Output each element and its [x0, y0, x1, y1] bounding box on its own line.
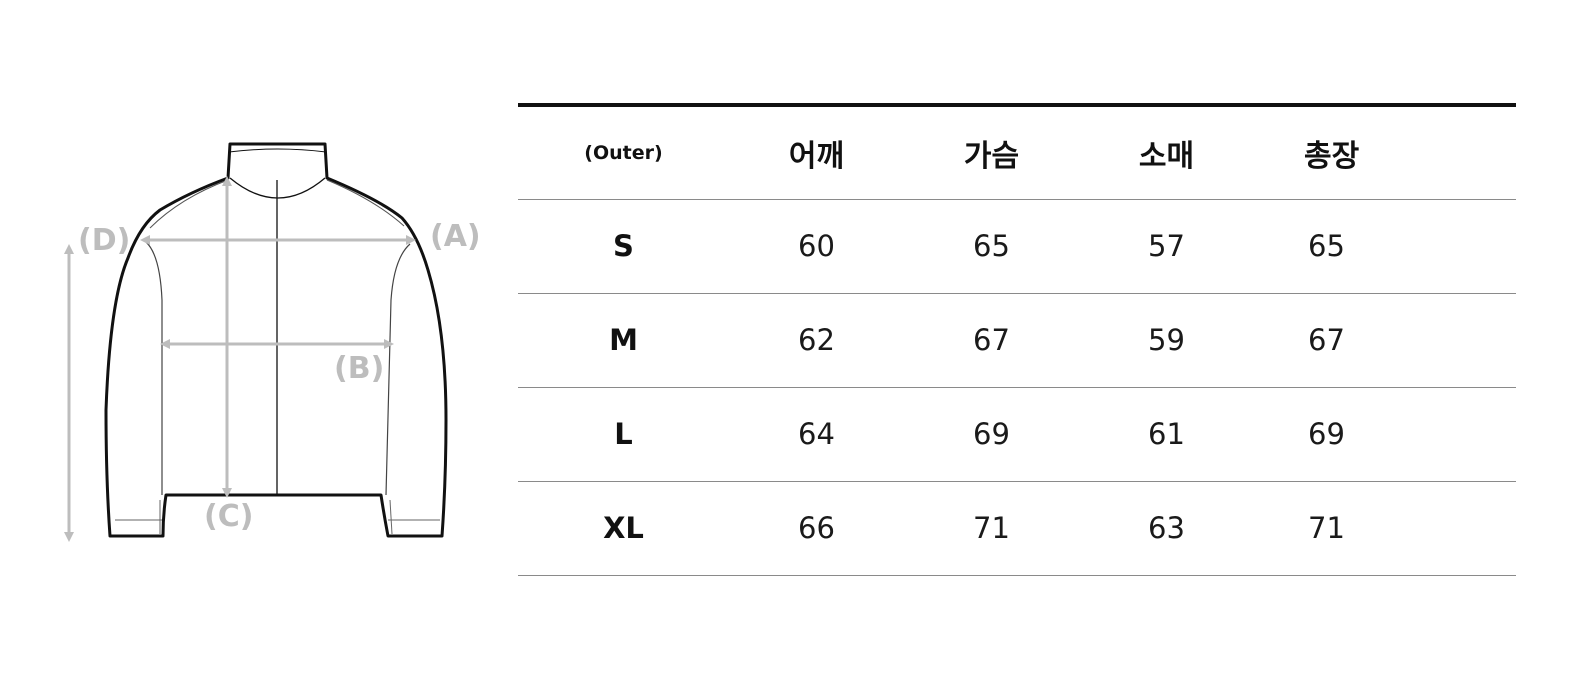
size-chart-table: (Outer) 어깨 가슴 소매 총장 S 60 65 57 65 M 62 6…: [518, 103, 1516, 576]
header-shoulder: 어깨: [788, 138, 845, 174]
label-b: (B): [334, 351, 385, 386]
table-row: M 62 67 59 67: [518, 293, 1516, 387]
cell-value: 69: [973, 417, 1010, 451]
jacket-diagram: (A) (B) (C) (D): [0, 0, 500, 682]
cell-value: 65: [1308, 229, 1345, 263]
table-row: L 64 69 61 69: [518, 387, 1516, 481]
size-label: M: [609, 323, 638, 357]
label-c: (C): [204, 499, 254, 534]
cell-value: 66: [798, 511, 835, 545]
cell-value: 67: [1308, 323, 1345, 357]
cell-value: 59: [1148, 323, 1185, 357]
cell-value: 65: [973, 229, 1010, 263]
cell-value: 67: [973, 323, 1010, 357]
cell-value: 61: [1148, 417, 1185, 451]
cell-value: 63: [1148, 511, 1185, 545]
size-label: L: [614, 417, 633, 451]
cell-value: 60: [798, 229, 835, 263]
cell-value: 64: [798, 417, 835, 451]
header-length: 총장: [1304, 138, 1360, 174]
size-label: XL: [603, 511, 644, 545]
table-row: S 60 65 57 65: [518, 199, 1516, 293]
header-sleeve: 소매: [1138, 138, 1195, 174]
size-label: S: [613, 229, 634, 263]
header-chest: 가슴: [963, 138, 1020, 174]
cell-value: 69: [1308, 417, 1345, 451]
cell-value: 62: [798, 323, 835, 357]
cell-value: 71: [1308, 511, 1345, 545]
label-a: (A): [430, 219, 481, 254]
table-corner-label: (Outer): [584, 141, 663, 164]
label-d: (D): [78, 223, 131, 258]
cell-value: 71: [973, 511, 1010, 545]
cell-value: 57: [1148, 229, 1185, 263]
table-row: XL 66 71 63 71: [518, 481, 1516, 575]
table-header-row: (Outer) 어깨 가슴 소매 총장: [518, 105, 1516, 199]
jacket-outline-icon: [64, 142, 448, 542]
